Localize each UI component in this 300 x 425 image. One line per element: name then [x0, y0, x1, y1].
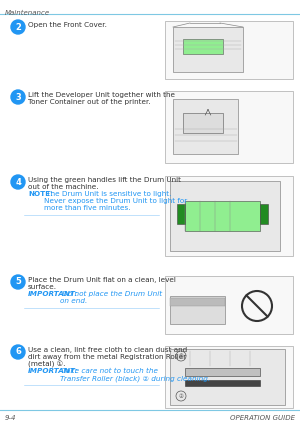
Text: IMPORTANT:: IMPORTANT: [28, 291, 79, 297]
Circle shape [11, 275, 25, 289]
FancyBboxPatch shape [260, 204, 268, 224]
Text: Open the Front Cover.: Open the Front Cover. [28, 22, 107, 28]
Text: NOTE:: NOTE: [28, 191, 53, 197]
FancyBboxPatch shape [185, 201, 260, 231]
Circle shape [11, 90, 25, 104]
FancyBboxPatch shape [165, 346, 293, 408]
Text: 9-4: 9-4 [5, 415, 16, 421]
FancyBboxPatch shape [165, 276, 293, 334]
FancyBboxPatch shape [170, 349, 285, 405]
Text: ①: ① [178, 354, 183, 359]
Text: Place the Drum Unit flat on a clean, level
surface.: Place the Drum Unit flat on a clean, lev… [28, 277, 176, 290]
Text: Lift the Developer Unit together with the
Toner Container out of the printer.: Lift the Developer Unit together with th… [28, 92, 175, 105]
FancyBboxPatch shape [185, 368, 260, 376]
FancyBboxPatch shape [165, 176, 293, 256]
Circle shape [11, 345, 25, 359]
Text: ②: ② [178, 394, 183, 399]
Text: Do not place the Drum Unit
on end.: Do not place the Drum Unit on end. [60, 291, 162, 304]
Text: The Drum Unit is sensitive to light.
Never expose the Drum Unit to light for
mor: The Drum Unit is sensitive to light. Nev… [44, 191, 187, 211]
FancyBboxPatch shape [177, 204, 185, 224]
FancyBboxPatch shape [183, 113, 223, 133]
Text: Take care not to touch the
Transfer Roller (black) ② during cleaning.: Take care not to touch the Transfer Roll… [60, 368, 210, 382]
Text: 4: 4 [15, 178, 21, 187]
FancyBboxPatch shape [173, 27, 243, 72]
FancyBboxPatch shape [173, 99, 238, 154]
FancyBboxPatch shape [170, 298, 225, 306]
Circle shape [11, 20, 25, 34]
FancyBboxPatch shape [165, 91, 293, 163]
FancyBboxPatch shape [183, 39, 223, 54]
Text: OPERATION GUIDE: OPERATION GUIDE [230, 415, 295, 421]
FancyBboxPatch shape [185, 380, 260, 386]
Text: IMPORTANT:: IMPORTANT: [28, 368, 79, 374]
FancyBboxPatch shape [170, 181, 280, 251]
Text: Use a clean, lint free cloth to clean dust and
dirt away from the metal Registra: Use a clean, lint free cloth to clean du… [28, 347, 187, 368]
Text: 5: 5 [15, 278, 21, 286]
Circle shape [11, 175, 25, 189]
FancyBboxPatch shape [165, 21, 293, 79]
Text: Maintenance: Maintenance [5, 10, 50, 16]
Text: Using the green handles lift the Drum Unit
out of the machine.: Using the green handles lift the Drum Un… [28, 177, 181, 190]
FancyBboxPatch shape [170, 296, 225, 324]
Text: 2: 2 [15, 23, 21, 31]
Text: 6: 6 [15, 348, 21, 357]
Text: 3: 3 [15, 93, 21, 102]
